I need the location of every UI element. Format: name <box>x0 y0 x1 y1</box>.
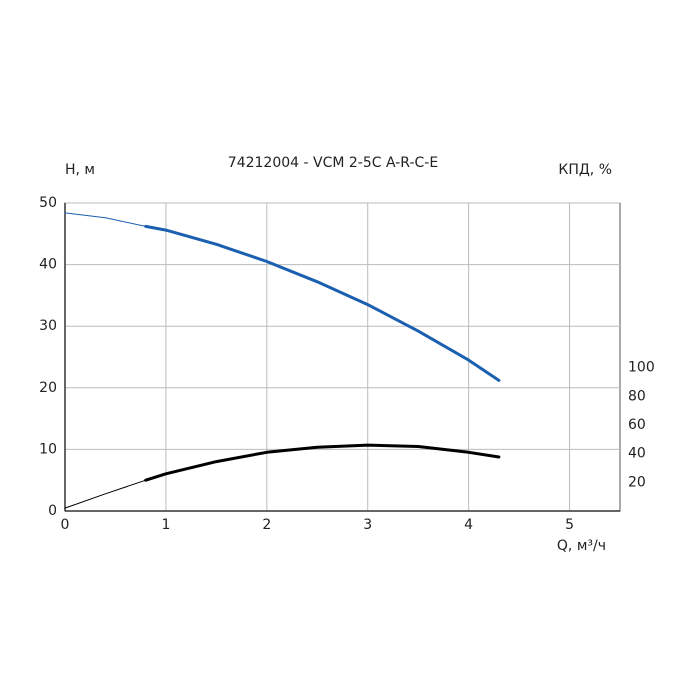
y2-tick-label: 20 <box>628 474 646 490</box>
x-axis-label: Q, м³/ч <box>557 538 606 554</box>
y2-tick-label: 40 <box>628 446 646 462</box>
y-tick-label: 40 <box>39 257 57 273</box>
curve <box>64 212 147 227</box>
x-tick-label: 4 <box>464 517 473 533</box>
y2-tick-label: 60 <box>628 417 646 433</box>
y-tick-label: 10 <box>39 441 57 457</box>
y-tick-label: 50 <box>39 195 57 211</box>
x-tick-label: 5 <box>565 517 574 533</box>
x-tick-label: 2 <box>262 517 271 533</box>
y2-tick-label: 80 <box>628 388 646 404</box>
y-tick-label: 0 <box>48 503 57 519</box>
y2-tick-label: 100 <box>628 360 655 376</box>
y2-axis-label: КПД, % <box>558 162 612 178</box>
y-axis-label: H, м <box>65 162 95 178</box>
chart-title: 74212004 - VCM 2-5C A-R-C-E <box>228 155 438 171</box>
x-tick-label: 0 <box>61 517 70 533</box>
y-tick-label: 20 <box>39 380 57 396</box>
curve <box>144 224 501 382</box>
curve <box>144 443 501 482</box>
x-tick-label: 1 <box>161 517 170 533</box>
y-tick-label: 30 <box>39 318 57 334</box>
curve <box>64 479 147 509</box>
plot-frame <box>64 202 621 512</box>
x-tick-label: 3 <box>363 517 372 533</box>
